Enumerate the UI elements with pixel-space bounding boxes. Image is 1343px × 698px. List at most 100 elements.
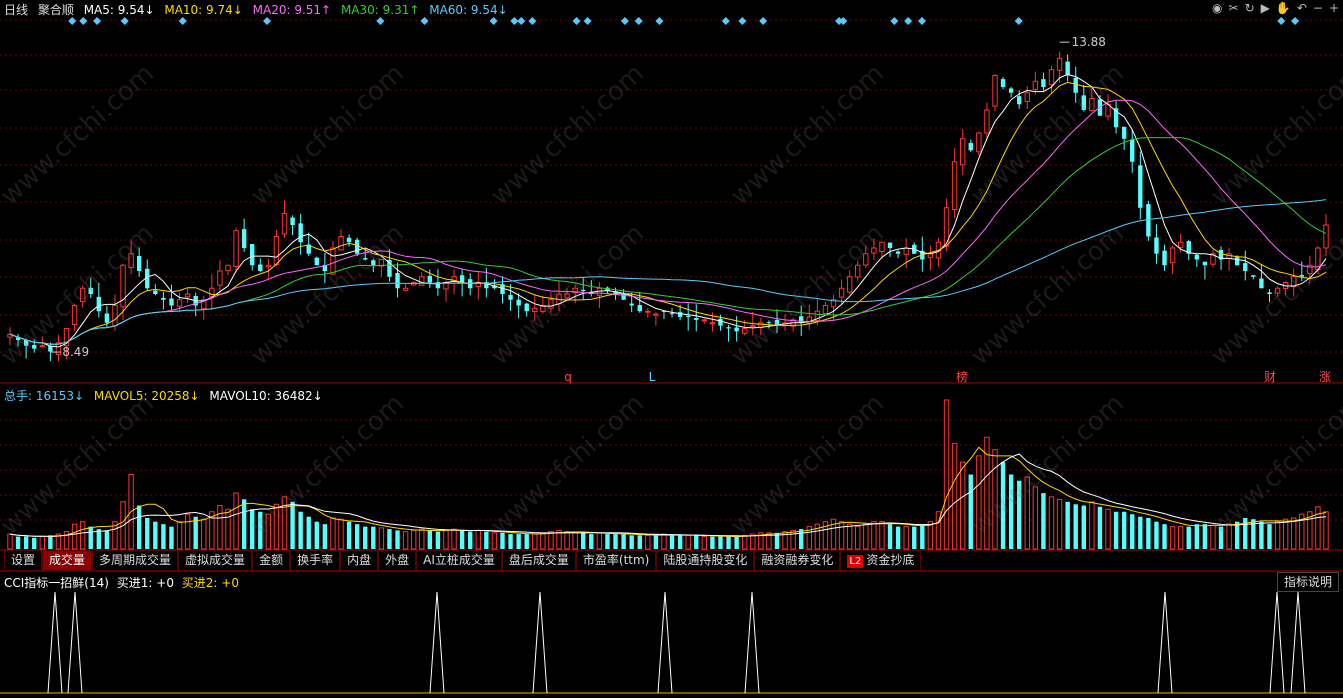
candle-up — [822, 305, 829, 314]
tab-pe-ttm[interactable]: 市盈率(ttm) — [575, 551, 657, 571]
period-label[interactable]: 日线 — [4, 3, 29, 17]
volume-bar-down — [484, 531, 489, 549]
ma5-line — [9, 73, 1327, 348]
volume-bar-down — [371, 526, 376, 549]
signal-diamond — [420, 17, 429, 25]
candle-up — [1056, 57, 1063, 71]
candle-up — [653, 313, 659, 316]
candle-up — [741, 328, 748, 334]
candle-down — [1251, 275, 1256, 277]
signal-diamond — [904, 17, 913, 25]
volume-bar-down — [96, 529, 102, 549]
indicator-explain-button[interactable]: 指标说明 — [1276, 572, 1339, 592]
volume-bar-up — [903, 526, 909, 550]
volume-bar-up — [1299, 513, 1305, 550]
volume-bar-down — [694, 535, 699, 549]
tab-virtual-volume[interactable]: 虚拟成交量 — [178, 551, 253, 571]
candle-down — [887, 242, 893, 248]
candle-down — [104, 313, 110, 323]
eye-icon[interactable]: ◉ — [1212, 1, 1223, 15]
tab-volume[interactable]: 成交量 — [42, 551, 93, 571]
candle-up — [63, 328, 70, 347]
tab-outer[interactable]: 外盘 — [378, 551, 417, 571]
tab-ai-volume[interactable]: AI立桩成交量 — [416, 551, 502, 571]
tab-settings[interactable]: 设置 — [4, 551, 43, 571]
candle-down — [1186, 241, 1191, 254]
event-marker: 涨 — [1319, 369, 1331, 384]
event-marker: L — [649, 370, 656, 384]
scissors-icon[interactable]: ✂ — [1228, 1, 1239, 15]
volume-bar-down — [1121, 511, 1127, 549]
play-icon[interactable]: ▶ — [1260, 1, 1270, 15]
refresh-icon[interactable]: ↻ — [1244, 1, 1255, 15]
candle-up — [1048, 69, 1055, 86]
volume-bar-up — [548, 531, 554, 550]
minus-icon[interactable]: − — [1312, 1, 1323, 15]
hand-icon[interactable]: ✋ — [1275, 1, 1291, 15]
candle-down — [48, 345, 53, 352]
volume-bar-down — [1162, 524, 1167, 549]
volume-bar-up — [419, 528, 425, 550]
volume-bar-up — [338, 518, 344, 550]
signal-diamond — [917, 17, 926, 25]
candle-down — [1243, 263, 1248, 271]
volume-bar-down — [589, 534, 594, 549]
volume-bar-up — [1282, 518, 1289, 550]
tab-inner[interactable]: 内盘 — [340, 551, 379, 571]
candle-up — [176, 299, 183, 307]
candle-down — [1194, 254, 1200, 260]
volume-bar-down — [1017, 480, 1022, 549]
candle-up — [209, 287, 215, 298]
tab-amount[interactable]: 金额 — [252, 551, 291, 571]
candle-up — [1291, 276, 1297, 288]
undo-icon[interactable]: ↶ — [1296, 1, 1307, 15]
signal-diamond — [655, 17, 664, 25]
candle-down — [605, 287, 610, 292]
candle-down — [1299, 275, 1304, 277]
volume-bar-up — [1056, 498, 1063, 550]
candle-up — [201, 299, 207, 310]
volume-bar-down — [363, 526, 368, 549]
volume-bar-up — [475, 529, 481, 550]
ma10-line — [9, 81, 1327, 345]
volume-bar-up — [871, 521, 877, 550]
candle-up — [976, 132, 982, 153]
volume-bar-up — [661, 533, 667, 550]
volume-bar-up — [330, 517, 336, 550]
tab-northbound-holding[interactable]: 陆股通持股变化 — [656, 551, 755, 571]
volume-bar-up — [1169, 526, 1176, 550]
volume-bar-down — [298, 511, 303, 549]
candle-up — [879, 241, 885, 253]
plus-icon[interactable]: + — [1328, 1, 1339, 15]
volume-bar-down — [516, 534, 521, 549]
tab-bottom-fishing[interactable]: L2 资金抄底 — [840, 551, 922, 571]
volume-bar-up — [838, 521, 845, 550]
volume-bar-down — [435, 531, 441, 549]
volume-bar-down — [895, 526, 901, 549]
event-marker: 财 — [1264, 370, 1276, 384]
tab-after-hours-volume[interactable]: 盘后成交量 — [501, 551, 576, 571]
volume-bar-down — [1218, 526, 1224, 549]
signal-diamond — [120, 17, 129, 25]
candle-down — [484, 282, 489, 289]
candle-down — [718, 318, 723, 326]
candle-down — [387, 259, 392, 277]
tab-margin-change[interactable]: 融资融券变化 — [754, 551, 841, 571]
candle-down — [492, 285, 497, 289]
volume-bar-up — [281, 496, 288, 550]
volume-bar-down — [912, 526, 917, 549]
volume-bar-down — [581, 532, 586, 549]
volume-bar-down — [726, 536, 731, 549]
tab-multi-period-volume[interactable]: 多周期成交量 — [92, 551, 179, 571]
tab-turnover[interactable]: 换手率 — [290, 551, 341, 571]
volume-bar-up — [378, 527, 385, 550]
candle-up — [1089, 98, 1095, 111]
volume-bar-down — [1251, 519, 1256, 549]
volume-bar-down — [629, 535, 634, 549]
ma5-label: MA5: 9.54↓ — [83, 3, 155, 17]
candle-down — [15, 337, 21, 340]
volume-bar-up — [951, 442, 958, 550]
tab-bottom-fishing-label: 资金抄底 — [866, 553, 915, 567]
event-marker: 榜 — [956, 369, 968, 384]
